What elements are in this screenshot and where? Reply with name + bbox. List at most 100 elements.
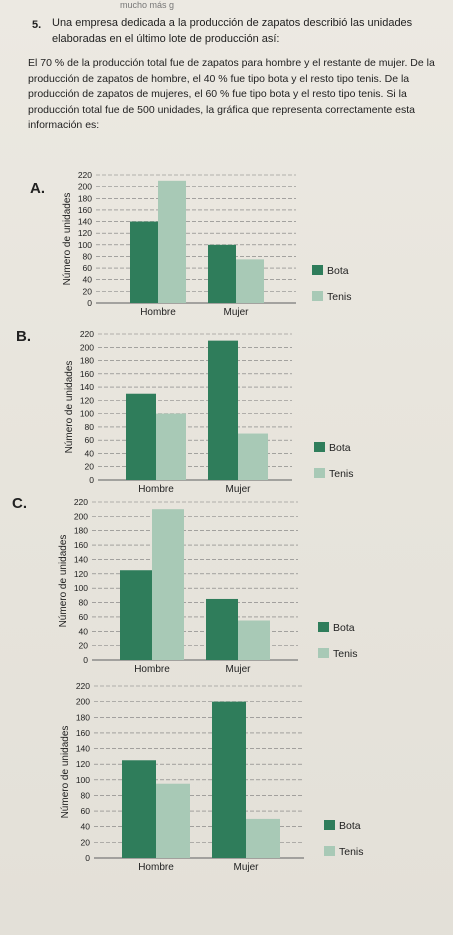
bar-bota-mujer bbox=[208, 340, 238, 480]
legend-swatch-bota bbox=[318, 622, 329, 632]
y-tick-label: 0 bbox=[85, 853, 90, 863]
legend-swatch-tenis bbox=[314, 468, 325, 478]
y-axis-label: Número de unidades bbox=[64, 361, 75, 454]
y-tick-label: 20 bbox=[85, 462, 95, 472]
legend-swatch-tenis bbox=[318, 648, 329, 658]
y-tick-label: 180 bbox=[74, 526, 88, 536]
legend-label-bota: Bota bbox=[333, 622, 355, 634]
chart-option-d: Número de unidades 0 20 40 60 80 100 120 140 160 1… bbox=[60, 681, 364, 873]
bar-bota-mujer bbox=[206, 598, 238, 660]
option-a-letter: A. bbox=[30, 180, 45, 197]
y-tick-label: 200 bbox=[76, 697, 90, 707]
legend-label-bota: Bota bbox=[339, 820, 361, 832]
question-heading: Una empresa dedicada a la producción de … bbox=[52, 17, 413, 45]
y-tick-label: 220 bbox=[76, 681, 90, 691]
chart-option-b: Número de unidades 0 20 40 60 80 100 120 140 160 1… bbox=[64, 329, 354, 495]
y-axis-label: Número de unidades bbox=[58, 535, 69, 628]
x-category-label: Hombre bbox=[138, 862, 174, 873]
y-tick-label: 140 bbox=[78, 217, 92, 227]
y-tick-label: 100 bbox=[74, 583, 88, 593]
y-tick-label: 40 bbox=[81, 822, 91, 832]
legend-swatch-bota bbox=[314, 442, 325, 452]
legend-label-tenis: Tenis bbox=[339, 846, 364, 858]
y-tick-label: 80 bbox=[83, 251, 93, 261]
bar-tenis-mujer bbox=[236, 259, 264, 303]
bar-tenis-hombre bbox=[158, 180, 186, 303]
legend-label-bota: Bota bbox=[327, 265, 349, 277]
bar-tenis-hombre bbox=[156, 783, 190, 858]
x-category-label: Hombre bbox=[134, 664, 170, 675]
y-tick-label: 20 bbox=[81, 837, 91, 847]
y-tick-label: 40 bbox=[85, 448, 95, 458]
y-tick-label: 120 bbox=[80, 395, 94, 405]
y-tick-label: 140 bbox=[80, 382, 94, 392]
y-axis-label: Número de unidades bbox=[60, 726, 71, 819]
x-category-label: Mujer bbox=[225, 664, 251, 675]
bar-tenis-hombre bbox=[152, 509, 184, 660]
y-tick-label: 220 bbox=[80, 329, 94, 339]
y-tick-label: 100 bbox=[80, 409, 94, 419]
y-tick-label: 120 bbox=[78, 228, 92, 238]
y-tick-label: 60 bbox=[85, 435, 95, 445]
y-tick-label: 100 bbox=[78, 240, 92, 250]
y-tick-label: 180 bbox=[80, 356, 94, 366]
x-category-label: Hombre bbox=[140, 307, 176, 318]
y-tick-label: 160 bbox=[74, 540, 88, 550]
y-tick-label: 0 bbox=[83, 655, 88, 665]
y-tick-label: 200 bbox=[74, 511, 88, 521]
y-tick-label: 120 bbox=[76, 759, 90, 769]
x-category-label: Mujer bbox=[225, 484, 251, 495]
y-tick-label: 20 bbox=[83, 286, 93, 296]
bar-tenis-mujer bbox=[238, 620, 270, 660]
y-tick-label: 20 bbox=[79, 641, 89, 651]
legend-swatch-tenis bbox=[312, 291, 323, 301]
y-tick-label: 40 bbox=[79, 626, 89, 636]
y-tick-label: 140 bbox=[74, 554, 88, 564]
bar-bota-hombre bbox=[126, 393, 156, 480]
bar-tenis-mujer bbox=[238, 433, 268, 480]
x-category-label: Mujer bbox=[233, 862, 259, 873]
y-tick-label: 0 bbox=[89, 475, 94, 485]
bar-bota-hombre bbox=[130, 221, 158, 303]
y-tick-label: 60 bbox=[79, 612, 89, 622]
y-tick-label: 200 bbox=[78, 182, 92, 192]
y-tick-label: 200 bbox=[80, 342, 94, 352]
y-tick-label: 80 bbox=[79, 598, 89, 608]
bar-tenis-hombre bbox=[156, 413, 186, 480]
y-tick-label: 60 bbox=[81, 806, 91, 816]
option-c-letter: C. bbox=[12, 495, 27, 512]
bar-tenis-mujer bbox=[246, 818, 280, 858]
y-tick-label: 220 bbox=[74, 497, 88, 507]
legend-label-tenis: Tenis bbox=[333, 648, 358, 660]
legend-swatch-tenis bbox=[324, 846, 335, 856]
y-tick-label: 140 bbox=[76, 744, 90, 754]
bar-bota-mujer bbox=[212, 701, 246, 858]
y-axis-label: Número de unidades bbox=[62, 193, 73, 286]
legend-label-tenis: Tenis bbox=[329, 468, 354, 480]
bar-bota-mujer bbox=[208, 244, 236, 303]
y-tick-label: 80 bbox=[81, 790, 91, 800]
option-b-letter: B. bbox=[16, 328, 31, 345]
y-tick-label: 180 bbox=[78, 193, 92, 203]
y-tick-label: 120 bbox=[74, 569, 88, 579]
y-tick-label: 160 bbox=[80, 369, 94, 379]
question-number: 5. bbox=[32, 19, 42, 31]
question-body: El 70 % de la producción total fue de za… bbox=[28, 57, 435, 131]
chart-option-c: Número de unidades 0 20 40 60 80 100 120 140 160 1… bbox=[58, 497, 358, 675]
x-category-label: Hombre bbox=[138, 484, 174, 495]
y-tick-label: 160 bbox=[76, 728, 90, 738]
legend-label-tenis: Tenis bbox=[327, 291, 352, 303]
legend-swatch-bota bbox=[324, 820, 335, 830]
legend-label-bota: Bota bbox=[329, 442, 351, 454]
y-tick-label: 220 bbox=[78, 170, 92, 180]
bar-bota-hombre bbox=[122, 760, 156, 858]
y-tick-label: 160 bbox=[78, 205, 92, 215]
legend-swatch-bota bbox=[312, 265, 323, 275]
y-tick-label: 80 bbox=[85, 422, 95, 432]
y-tick-label: 60 bbox=[83, 263, 93, 273]
y-tick-label: 40 bbox=[83, 275, 93, 285]
y-tick-label: 180 bbox=[76, 712, 90, 722]
y-tick-label: 100 bbox=[76, 775, 90, 785]
